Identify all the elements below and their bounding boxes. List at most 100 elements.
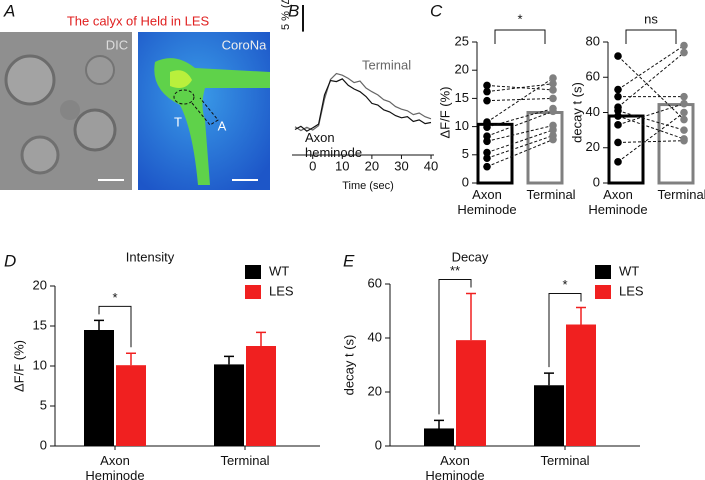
y-tick-label: 60 xyxy=(586,69,600,84)
bar xyxy=(476,122,514,185)
pair-link xyxy=(617,112,685,163)
significance-bracket xyxy=(494,29,546,44)
bar xyxy=(607,114,645,185)
x-axis-label: Time (sec) xyxy=(342,180,394,192)
panel-label: A xyxy=(3,1,15,20)
legend-swatch xyxy=(245,265,261,279)
point xyxy=(483,123,491,131)
error-bar xyxy=(94,319,104,330)
chart-title: Decay xyxy=(452,249,489,264)
pair-link xyxy=(617,55,685,120)
point xyxy=(680,92,688,101)
pair-link xyxy=(486,97,554,102)
pair-link xyxy=(617,103,685,126)
x-tick-label: Terminal xyxy=(657,187,705,202)
point xyxy=(549,126,557,134)
x-tick-label: 10 xyxy=(335,158,349,173)
series-label: Axon heminode xyxy=(305,130,363,160)
bar xyxy=(566,324,596,446)
x-tick-label: Axon Heminode xyxy=(457,187,517,217)
pair-link xyxy=(486,77,554,123)
y-axis-label: decay t (s) xyxy=(341,335,356,396)
bar xyxy=(214,364,244,446)
y-tick-label: 20 xyxy=(586,139,600,154)
image-marker: T xyxy=(174,114,182,129)
image-marker: A xyxy=(218,118,227,133)
y-axis-label: decay t (s) xyxy=(569,82,584,143)
point xyxy=(483,96,491,105)
scale-bar-label: 5 % (ΔF/F) xyxy=(280,0,292,30)
bar xyxy=(246,346,276,446)
x-tick-label: Terminal xyxy=(540,453,590,468)
chart-title: Intensity xyxy=(126,249,175,264)
y-tick-label: 60 xyxy=(368,275,382,290)
error-bar xyxy=(466,292,476,341)
point xyxy=(483,148,491,157)
pair-link xyxy=(617,115,685,140)
point xyxy=(614,52,622,60)
pair-link xyxy=(617,45,685,91)
pair-link xyxy=(486,129,554,154)
y-tick-label: 15 xyxy=(33,317,47,332)
y-axis-label: ΔF/F (%) xyxy=(11,340,26,392)
y-tick-label: 10 xyxy=(33,357,47,372)
x-tick-label-box: Terminal xyxy=(540,453,590,468)
pair-link xyxy=(486,108,554,128)
y-tick-label: 20 xyxy=(455,62,469,77)
x-tick-label-box: Axon Heminode xyxy=(85,453,145,480)
significance-label: ** xyxy=(450,263,460,278)
dic-image xyxy=(0,32,132,190)
y-tick-label: 20 xyxy=(33,277,47,292)
y-tick-label: 0 xyxy=(593,174,600,189)
point xyxy=(680,41,688,50)
significance-label: * xyxy=(562,277,567,292)
point xyxy=(549,94,557,103)
panel-label: B xyxy=(288,1,299,20)
legend-label: LES xyxy=(269,283,294,298)
y-tick-label: 20 xyxy=(368,383,382,398)
error-bar xyxy=(224,355,234,365)
point xyxy=(614,138,622,147)
point xyxy=(549,135,557,144)
point xyxy=(680,48,688,57)
bar xyxy=(534,385,564,446)
point xyxy=(680,108,688,117)
legend-label: WT xyxy=(619,263,639,278)
point xyxy=(680,126,688,134)
legend-swatch xyxy=(595,265,611,279)
y-tick-label: 5 xyxy=(462,146,469,161)
corona-image xyxy=(138,32,270,190)
y-axis-label: ΔF/F (%) xyxy=(437,86,452,138)
x-tick-label: Axon Heminode xyxy=(425,453,485,480)
x-tick-label: Terminal xyxy=(526,187,576,202)
x-tick-label-box: Axon Heminode xyxy=(457,187,517,217)
error-bar xyxy=(126,352,136,366)
legend-swatch xyxy=(595,285,611,299)
y-tick-label: 40 xyxy=(368,329,382,344)
bar xyxy=(116,365,146,446)
point xyxy=(549,79,557,88)
panel-label: D xyxy=(4,251,16,270)
x-tick-label: Axon Heminode xyxy=(85,453,145,480)
point xyxy=(483,87,491,96)
bar xyxy=(424,428,454,446)
x-tick-label: 20 xyxy=(365,158,379,173)
x-tick-label: Terminal xyxy=(220,453,270,468)
significance-bracket xyxy=(438,278,472,415)
series-label-box: Axon heminode xyxy=(305,130,363,160)
pair-link xyxy=(486,124,554,142)
bar xyxy=(657,103,695,185)
y-tick-label: 25 xyxy=(455,33,469,48)
point xyxy=(614,85,622,94)
y-tick-label: 40 xyxy=(586,104,600,119)
y-tick-label: 0 xyxy=(40,437,47,452)
point xyxy=(614,106,622,115)
point xyxy=(680,136,688,145)
pair-link xyxy=(617,140,685,143)
image-label: DIC xyxy=(106,37,128,52)
point xyxy=(549,86,557,94)
pair-link xyxy=(617,52,685,108)
error-bar xyxy=(576,306,586,325)
